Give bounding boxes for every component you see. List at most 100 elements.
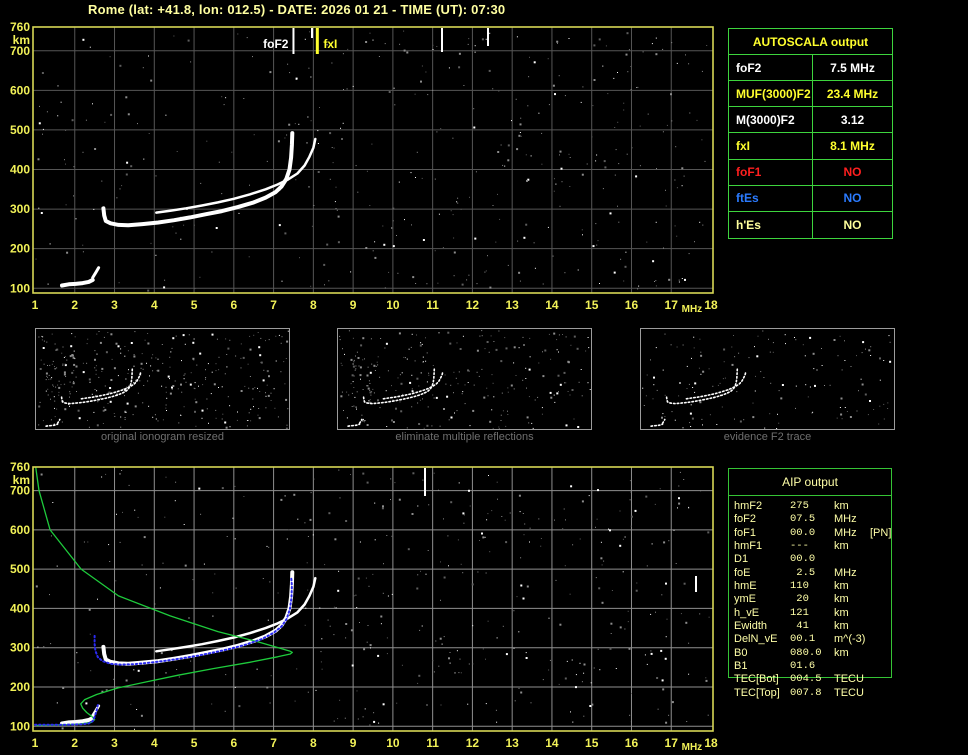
row-label: B1 <box>734 660 748 673</box>
row-unit: km <box>834 606 849 619</box>
svg-text:1: 1 <box>32 736 39 750</box>
svg-text:200: 200 <box>10 242 30 256</box>
row-label: ftEs <box>729 185 813 211</box>
svg-text:12: 12 <box>466 736 480 750</box>
thumbnail-caption: eliminate multiple reflections <box>395 431 534 443</box>
row-value: 3.12 <box>840 112 865 127</box>
table-row: B0 080.0 km <box>734 647 892 660</box>
row-value: 007.8 <box>790 686 822 699</box>
svg-text:100: 100 <box>10 719 30 733</box>
row-label: hmF2 <box>734 500 763 512</box>
row-label: foE <box>734 566 751 579</box>
row-unit: km <box>834 646 849 659</box>
row-label: fxI <box>729 133 813 159</box>
row-label: D1 <box>734 553 749 566</box>
svg-text:500: 500 <box>10 123 30 137</box>
row-value: 01.6 <box>790 660 816 673</box>
autoscala-output-table: AUTOSCALA output foF2 7.5 MHz MUF(3000)F2 2… <box>728 28 893 239</box>
svg-text:4: 4 <box>151 298 158 312</box>
row-label: hmF1 <box>734 540 763 553</box>
row-value: 004.5 <box>790 673 822 686</box>
row-label: Ewidth <box>734 620 768 633</box>
row-value: 080.0 <box>790 646 822 659</box>
svg-text:2: 2 <box>71 736 78 750</box>
row-unit <box>834 660 870 673</box>
svg-text:12: 12 <box>466 298 480 312</box>
aip-table-header: AIP output <box>729 469 891 496</box>
table-row: foF2 7.5 MHz <box>729 55 892 82</box>
row-value: 8.1 MHz <box>830 138 875 153</box>
svg-text:15: 15 <box>585 298 599 312</box>
table-row: fxI 8.1 MHz <box>729 133 892 160</box>
table-row: Ewidth 41 km <box>734 620 892 633</box>
svg-text:300: 300 <box>10 202 30 216</box>
marker-label-foF2: foF2 <box>263 37 289 51</box>
row-label: M(3000)F2 <box>729 107 813 133</box>
table-row: foF1 00.0 MHz [PN] <box>734 527 892 540</box>
row-unit: TECU <box>834 673 864 686</box>
row-unit: MHz <box>834 526 857 539</box>
row-extra: [PN] <box>870 526 892 539</box>
row-value: 20 <box>790 593 809 606</box>
thumbnail-evidence-f2-trace <box>640 328 895 430</box>
svg-text:8: 8 <box>310 298 317 312</box>
svg-text:17: 17 <box>665 736 679 750</box>
table-row: hmE 110 km <box>734 580 892 593</box>
svg-text:8: 8 <box>310 736 317 750</box>
row-unit: MHz <box>834 566 857 579</box>
table-row: foE 2.5 MHz <box>734 567 892 580</box>
row-unit: km <box>834 580 849 593</box>
svg-text:300: 300 <box>10 641 30 655</box>
row-label: TEC[Bot] <box>734 673 779 686</box>
svg-text:7: 7 <box>270 298 277 312</box>
svg-text:5: 5 <box>191 736 198 750</box>
svg-text:13: 13 <box>505 736 519 750</box>
row-label: foF1 <box>729 159 813 185</box>
svg-text:MHz: MHz <box>682 742 703 753</box>
svg-text:1: 1 <box>32 298 39 312</box>
svg-text:600: 600 <box>10 83 30 97</box>
svg-text:15: 15 <box>585 736 599 750</box>
row-label: ymE <box>734 593 756 606</box>
row-label: foF1 <box>734 526 757 539</box>
aip-output-table: AIP output hmF2 275 km foF2 07.5 MHz foF1 00.0 M… <box>728 468 892 703</box>
svg-text:500: 500 <box>10 562 30 576</box>
table-row: hmF2 275 km <box>734 500 892 513</box>
aip-table-border: AIP output <box>728 468 892 678</box>
row-unit: km <box>834 540 849 553</box>
thumbnail-caption: original ionogram resized <box>101 431 224 443</box>
svg-text:17: 17 <box>665 298 679 312</box>
row-label: hmE <box>734 580 757 593</box>
aip-table-rows: hmF2 275 km foF2 07.5 MHz foF1 00.0 MHz [PN] hmF1 -… <box>734 500 892 700</box>
svg-text:700: 700 <box>10 44 30 58</box>
svg-text:400: 400 <box>10 163 30 177</box>
row-label: foF2 <box>734 513 757 526</box>
svg-text:760: 760 <box>10 20 30 34</box>
svg-text:10: 10 <box>386 298 400 312</box>
row-value: 00.0 <box>790 526 816 539</box>
row-label: h'Es <box>729 211 813 238</box>
row-value: NO <box>843 165 862 180</box>
svg-text:14: 14 <box>545 298 559 312</box>
table-row: TEC[Top] 007.8 TECU <box>734 687 892 700</box>
table-row: foF1 NO <box>729 159 892 186</box>
svg-text:6: 6 <box>230 736 237 750</box>
table-row: h_vE 121 km <box>734 607 892 620</box>
svg-text:3: 3 <box>111 736 118 750</box>
svg-text:km: km <box>13 33 30 47</box>
svg-text:600: 600 <box>10 523 30 537</box>
table-row: MUF(3000)F2 23.4 MHz <box>729 81 892 108</box>
svg-text:km: km <box>13 473 30 487</box>
table-row: TEC[Bot] 004.5 TECU <box>734 673 892 686</box>
row-value: 2.5 <box>790 566 816 579</box>
thumbnail-eliminate-reflections <box>337 328 592 430</box>
row-value: 00.0 <box>790 553 816 566</box>
page-title: Rome (lat: +41.8, lon: 012.5) - DATE: 20… <box>88 2 506 17</box>
row-unit <box>834 553 870 566</box>
row-value: NO <box>843 191 862 206</box>
row-value: 7.5 MHz <box>830 60 875 75</box>
svg-text:400: 400 <box>10 601 30 615</box>
svg-text:MHz: MHz <box>682 304 703 315</box>
